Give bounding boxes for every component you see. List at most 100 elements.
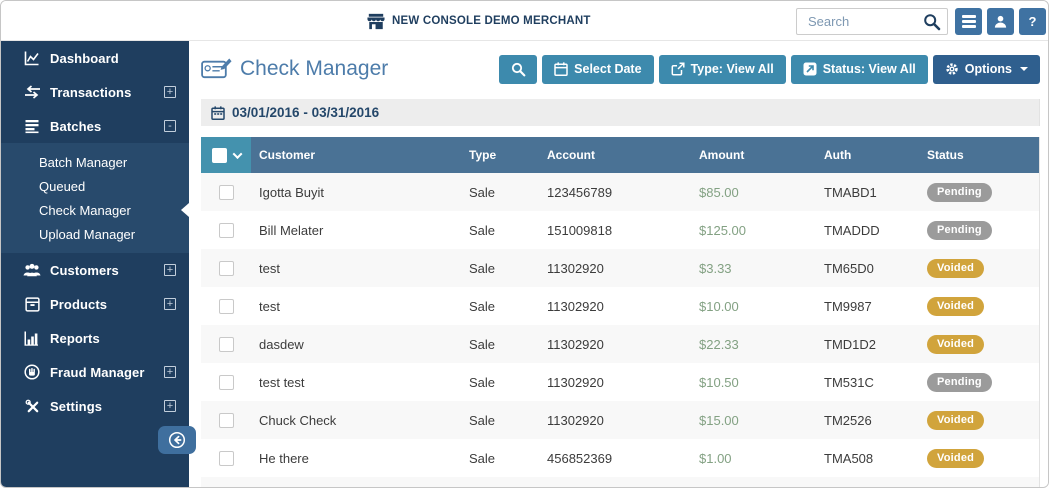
cell-status: Voided [927,448,1039,468]
check-table: Customer Type Account Amount Auth Status… [201,137,1040,487]
cell-amount: $15.00 [699,412,739,428]
cell-account: 456852369 [547,450,613,466]
cell-type: Sale [469,260,496,276]
type-filter-button[interactable]: Type: View All [658,54,786,84]
table-row[interactable]: test Sale 11302920 $10.00 TM9987 Voided [201,287,1039,325]
search-icon[interactable] [923,13,941,31]
status-badge: Voided [927,258,985,278]
expand-toggle[interactable]: + [164,366,176,378]
status-badge: Voided [927,334,985,354]
row-checkbox[interactable] [218,298,234,314]
dashboard-icon [23,50,41,66]
merchant-selector[interactable]: NEW CONSOLE DEMO MERCHANT [367,1,591,41]
sidebar-item-customers[interactable]: Customers + [1,253,189,287]
menu-button[interactable] [955,8,982,35]
column-header-amount[interactable]: Amount [699,148,745,162]
menu-icon [961,15,976,28]
cell-amount: $10.00 [699,298,739,314]
expand-toggle[interactable]: + [164,298,176,310]
cell-account: 123456789 [547,184,613,200]
cell-auth: TM531C [824,374,874,390]
column-header-status[interactable]: Status [927,148,964,162]
row-checkbox[interactable] [218,450,234,466]
cell-account: 11302920 [547,374,604,390]
cell-status: Pending [927,182,1039,202]
sidebar-collapse-button[interactable] [158,426,196,454]
expand-toggle[interactable]: + [164,86,176,98]
submenu-item-upload-manager[interactable]: Upload Manager [39,226,136,242]
sidebar-item-reports[interactable]: Reports [1,321,189,355]
gear-icon [945,62,959,76]
options-button[interactable]: Options [932,54,1040,84]
date-range-bar[interactable]: 03/01/2016 - 03/31/2016 [201,99,1040,126]
cell-account: 11302920 [547,336,604,352]
row-select-cell [201,298,251,314]
column-header-type[interactable]: Type [469,148,497,162]
row-select-cell [201,374,251,390]
fraud-manager-icon [23,364,41,380]
select-date-button[interactable]: Select Date [542,54,654,84]
row-select-cell [201,260,251,276]
collapse-toggle[interactable]: - [164,120,176,132]
submenu-item-check-manager[interactable]: Check Manager [1,198,189,222]
select-all-cell[interactable] [201,137,251,173]
row-select-cell [201,222,251,238]
submenu-item-queued[interactable]: Queued [39,178,86,194]
select-all-checkbox[interactable] [211,147,227,163]
cell-status: Voided [927,410,1039,430]
cell-customer: Chuck Check [259,412,337,428]
cell-type: Sale [469,184,496,200]
sidebar-item-batches[interactable]: Batches - [1,109,189,143]
sidebar-item-transactions[interactable]: Transactions + [1,75,189,109]
chevron-down-icon[interactable] [232,148,242,159]
toolbar: Select Date Type: View All [499,54,1040,84]
help-button[interactable]: ? [1019,8,1046,35]
search-input[interactable] [806,13,923,30]
row-checkbox[interactable] [218,374,234,390]
expand-toggle[interactable]: + [164,264,176,276]
row-checkbox[interactable] [218,260,234,276]
row-checkbox[interactable] [218,336,234,352]
settings-icon [23,399,41,414]
table-row[interactable]: test Sale 3930232023 $300.44 TM7774 Void… [201,477,1039,487]
table-row[interactable]: test Sale 11302920 $3.33 TM65D0 Voided [201,249,1039,287]
table-row[interactable]: dasdew Sale 11302920 $22.33 TMD1D2 Voide… [201,325,1039,363]
sidebar-item-fraud-manager[interactable]: Fraud Manager + [1,355,189,389]
user-button[interactable] [987,8,1014,35]
row-checkbox[interactable] [218,184,234,200]
help-icon: ? [1028,14,1037,29]
sidebar-item-dashboard[interactable]: Dashboard [1,41,189,75]
column-header-customer[interactable]: Customer [259,148,316,162]
column-header-account[interactable]: Account [547,148,595,162]
expand-toggle[interactable]: + [164,400,176,412]
table-row[interactable]: Bill Melater Sale 151009818 $125.00 TMAD… [201,211,1039,249]
arrow-box-icon [803,62,817,76]
column-header-auth[interactable]: Auth [824,148,852,162]
user-icon [993,14,1008,29]
cell-type: Sale [469,336,496,352]
cell-customer: dasdew [259,336,304,352]
table-row[interactable]: He there Sale 456852369 $1.00 TMA508 Voi… [201,439,1039,477]
row-select-cell [201,450,251,466]
cell-customer: He there [259,450,309,466]
submenu-item-batch-manager[interactable]: Batch Manager [39,154,128,170]
cell-auth: TM2526 [824,412,872,428]
search-icon [511,62,526,77]
status-badge: Pending [927,182,992,202]
row-checkbox[interactable] [218,222,234,238]
table-row[interactable]: test test Sale 11302920 $10.50 TM531C Pe… [201,363,1039,401]
table-row[interactable]: Igotta Buyit Sale 123456789 $85.00 TMABD… [201,173,1039,211]
cell-amount: $1.00 [699,450,732,466]
transactions-icon [23,85,41,99]
sidebar-item-products[interactable]: Products + [1,287,189,321]
cell-status: Voided [927,296,1039,316]
status-filter-button[interactable]: Status: View All [790,54,928,84]
sidebar-item-settings[interactable]: Settings + [1,389,189,423]
main-content: Check Manager [189,41,1048,487]
table-row[interactable]: Chuck Check Sale 11302920 $15.00 TM2526 … [201,401,1039,439]
table-search-button[interactable] [499,54,538,84]
active-item-pointer [181,203,189,217]
cell-amount: $10.50 [699,374,739,390]
row-checkbox[interactable] [218,412,234,428]
